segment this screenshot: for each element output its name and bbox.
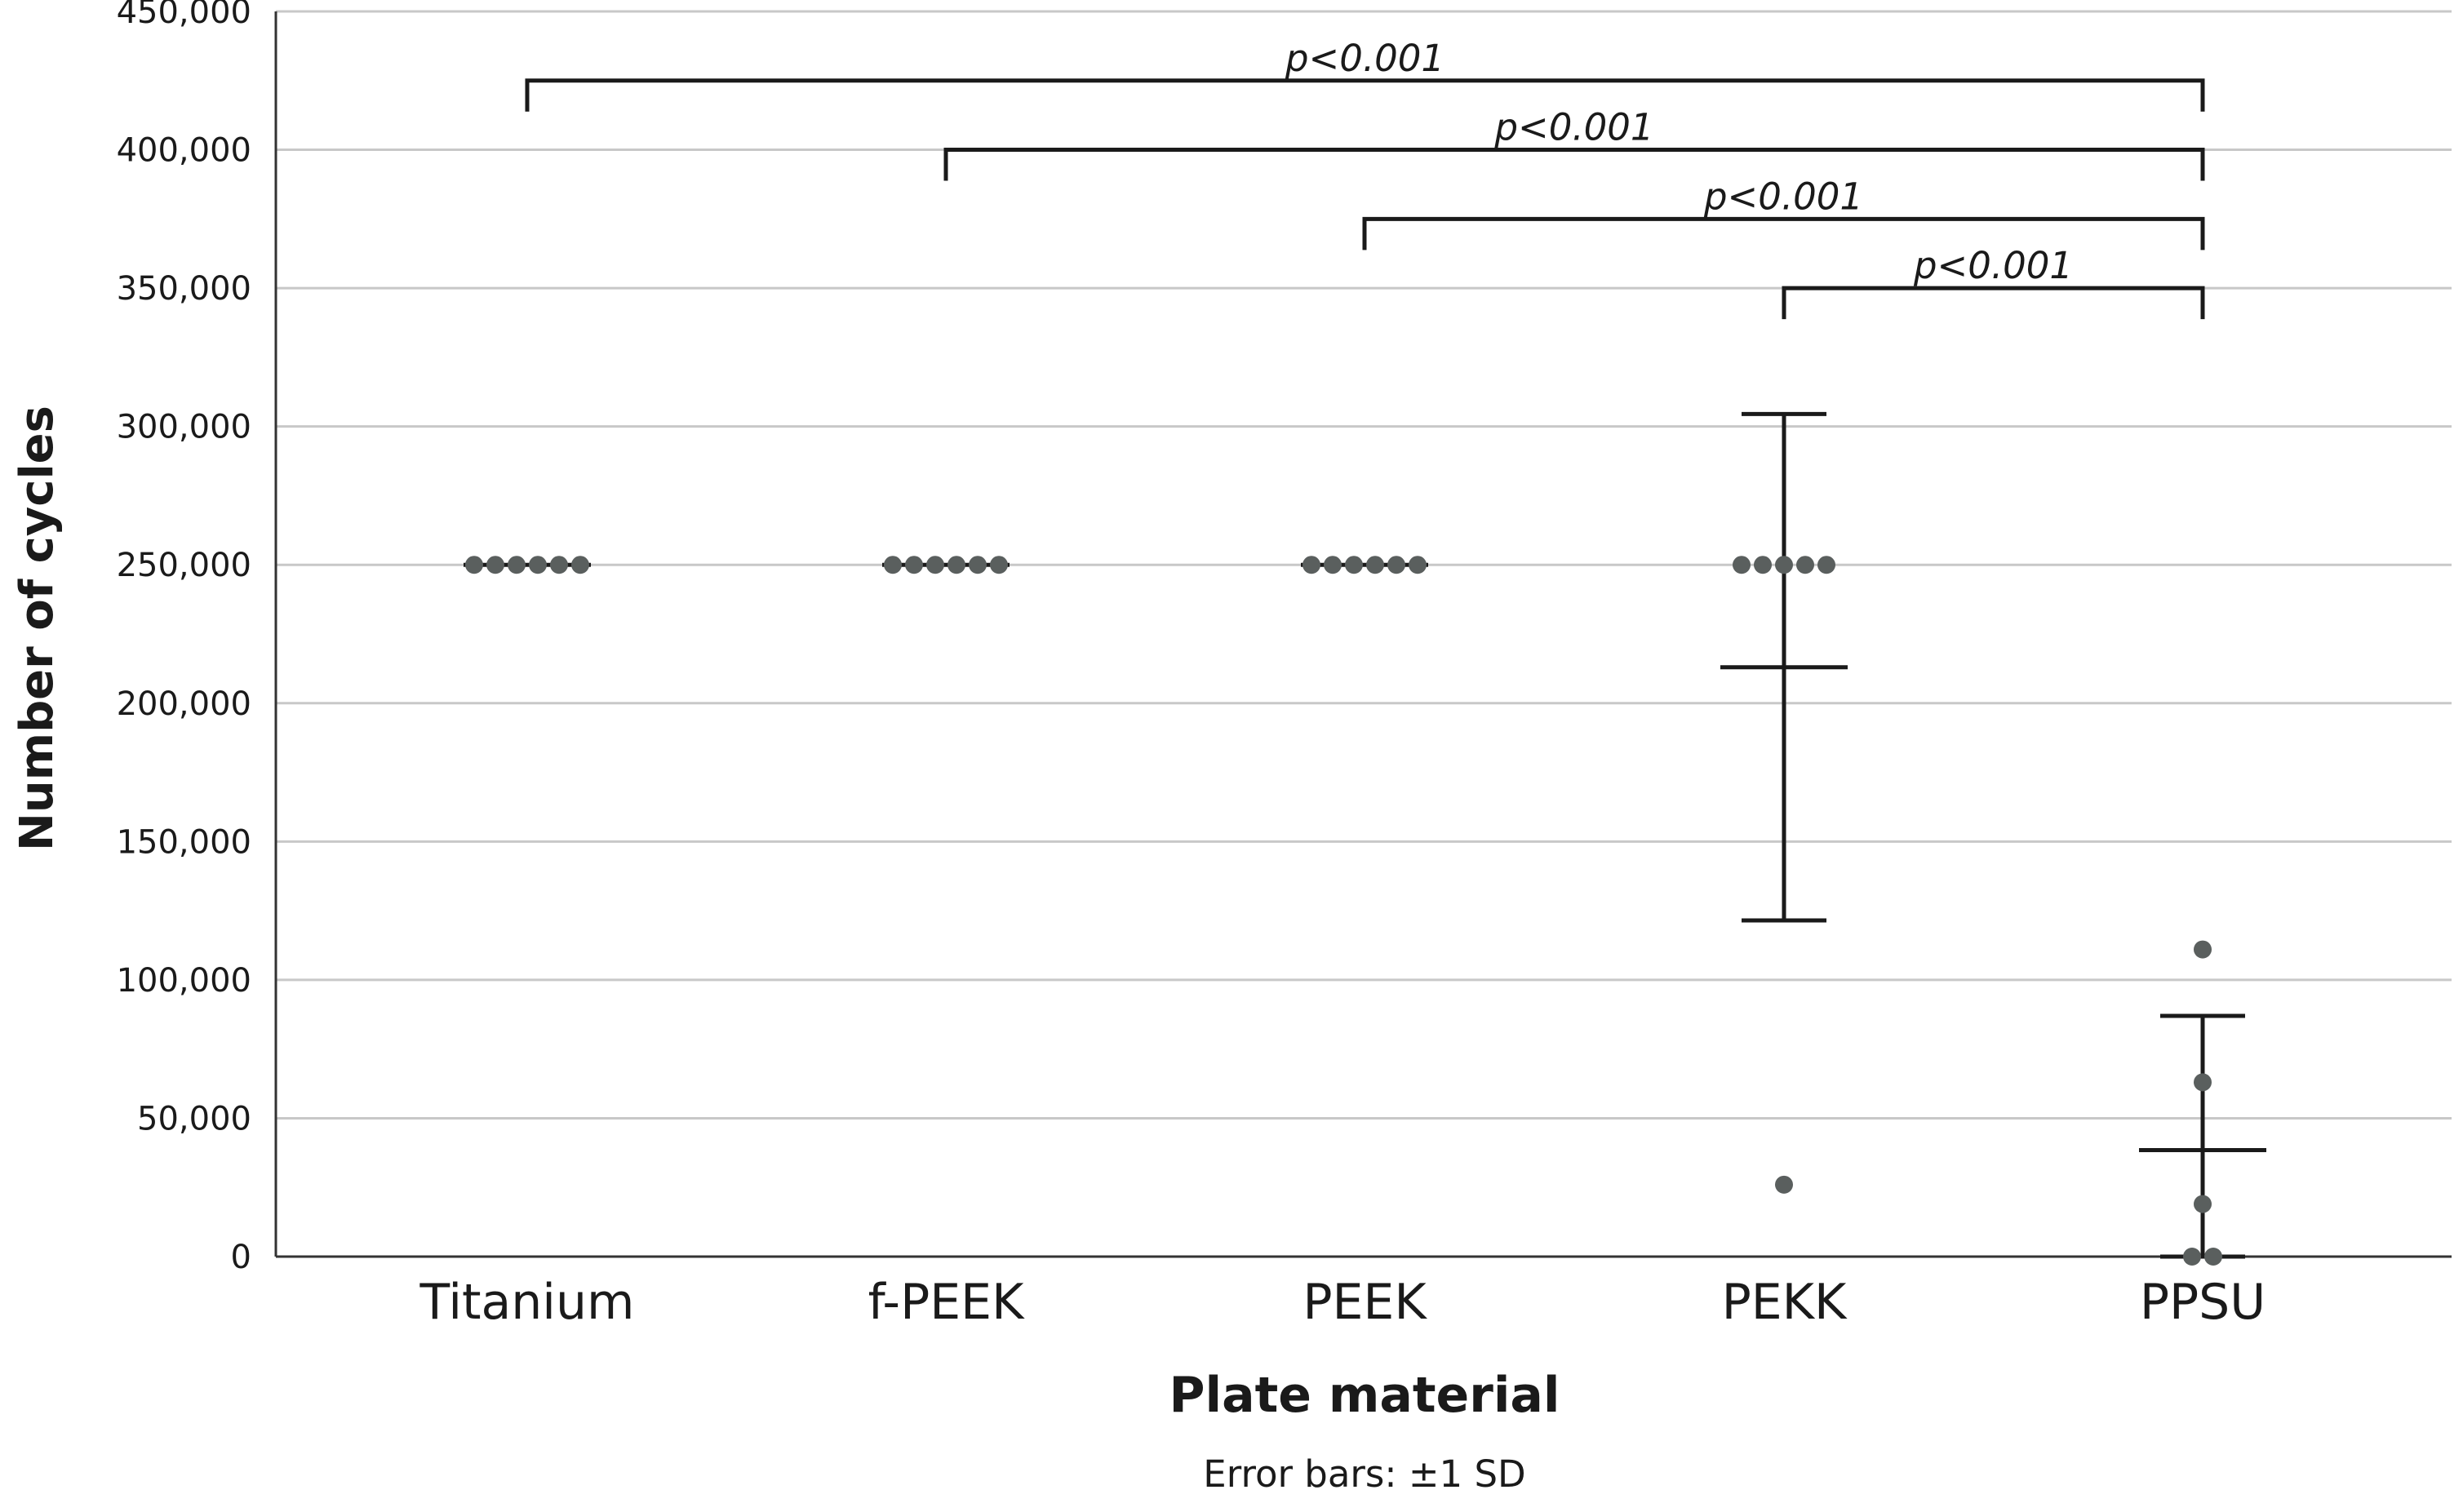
data-point [465,556,483,574]
data-point [1733,556,1751,574]
data-point [1303,556,1320,574]
data-point [486,556,504,574]
data-point [1817,556,1835,574]
data-point [1775,556,1793,574]
data-point [529,556,547,574]
y-tick-label: 400,000 [117,132,251,170]
p-value-label: p<0.001 [1285,37,1445,80]
x-tick-label: f-PEEK [868,1274,1025,1331]
x-tick-label: PPSU [2140,1274,2266,1331]
data-point [1345,556,1363,574]
data-point [1387,556,1405,574]
error-bar-footnote: Error bars: ±1 SD [1203,1452,1525,1496]
data-point [1409,556,1427,574]
data-point [508,556,526,574]
x-axis-label: Plate material [1169,1367,1560,1424]
data-point [905,556,923,574]
x-tick-label: Titanium [419,1274,635,1331]
significance-bracket [1782,286,2205,320]
data-point [2194,1195,2212,1213]
y-tick-label: 0 [231,1239,251,1276]
y-tick-label: 300,000 [117,409,251,446]
y-tick-label: 50,000 [137,1100,251,1137]
data-point [1775,1175,1793,1194]
data-point [1324,556,1342,574]
p-value-label: p<0.001 [1913,244,2073,287]
data-point [926,556,944,574]
significance-bracket [525,78,2205,112]
data-point [884,556,902,574]
data-point [1366,556,1384,574]
significance-brackets: p<0.001 p<0.001 p<0.001 p<0.001 [525,37,2205,320]
y-tick-labels: 0 50,000 100,000 150,000 200,000 250,000 300,0… [117,0,251,1276]
error-bars [464,411,2266,1259]
data-point [550,556,568,574]
x-tick-labels: Titanium f-PEEK PEEK PEKK PPSU [419,1274,2266,1331]
data-point [990,556,1008,574]
data-point [2183,1248,2201,1266]
significance-bracket [943,148,2205,181]
data-point [571,556,589,574]
x-tick-label: PEEK [1303,1274,1427,1331]
y-tick-label: 350,000 [117,270,251,308]
x-tick-label: PEKK [1722,1274,1848,1331]
data-points [465,556,2222,1266]
y-tick-label: 450,000 [117,0,251,31]
y-tick-label: 100,000 [117,962,251,1000]
data-point [969,556,987,574]
data-point [947,556,965,574]
y-axis-label: Number of cycles [11,406,64,851]
data-point [2194,1073,2212,1092]
y-tick-label: 200,000 [117,685,251,723]
data-point [2204,1248,2222,1266]
data-point [1796,556,1814,574]
y-tick-label: 150,000 [117,823,251,861]
significance-bracket [1362,216,2205,251]
p-value-label: p<0.001 [1493,106,1653,149]
p-value-label: p<0.001 [1703,175,1863,218]
data-point [1754,556,1772,574]
axes [274,11,2452,1258]
data-point [2194,940,2212,959]
y-tick-label: 250,000 [117,547,251,584]
